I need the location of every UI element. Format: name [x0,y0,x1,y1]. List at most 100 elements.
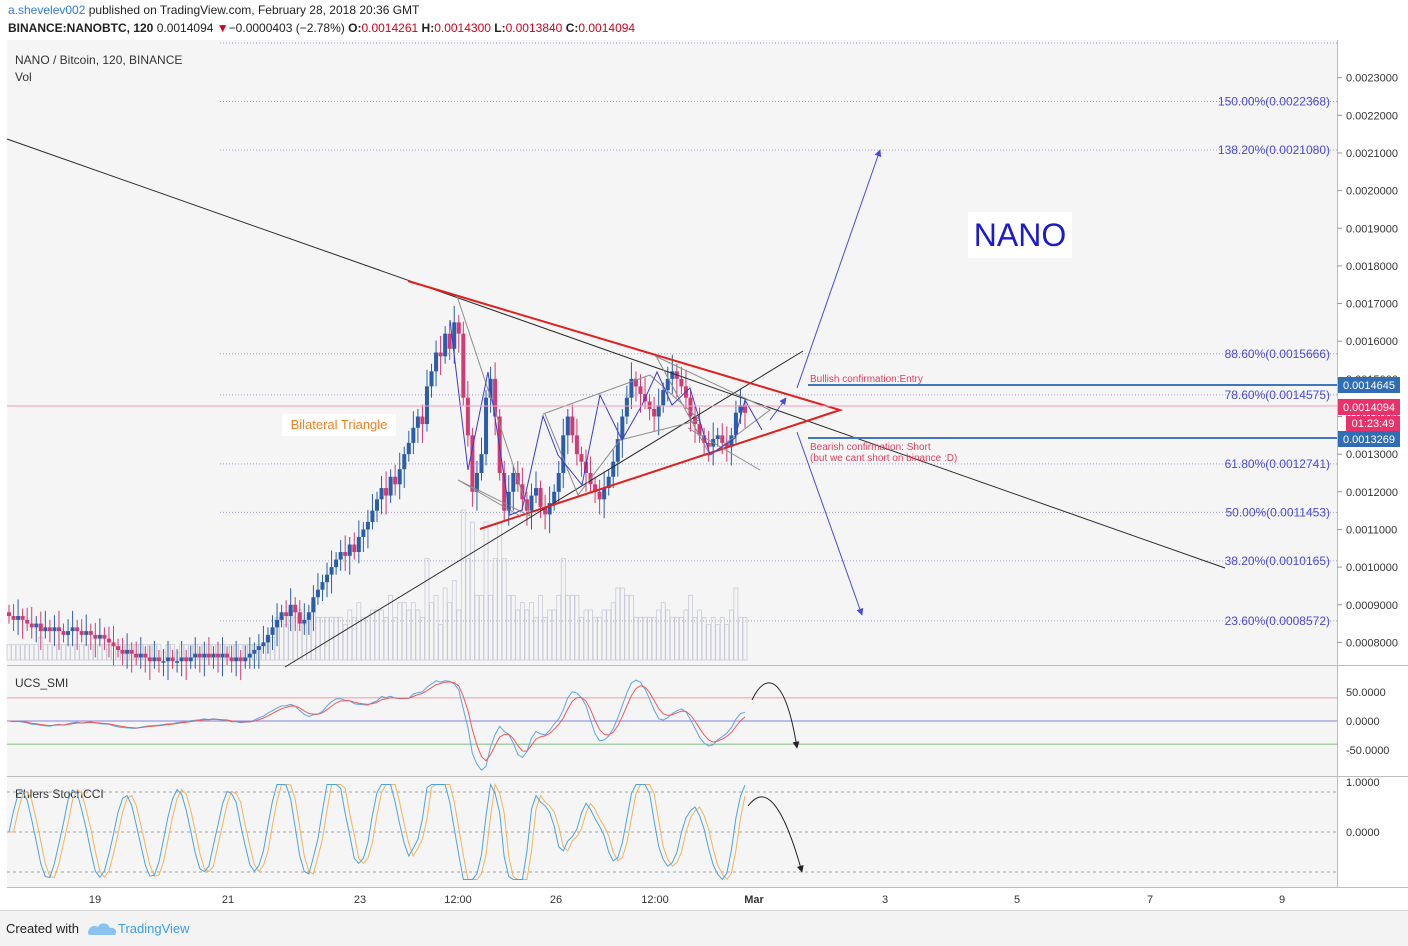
tradingview-link[interactable]: TradingView [118,921,190,936]
x-tick-label: 9 [1279,894,1285,906]
y-tick-label: 0.0017000 [1346,299,1398,311]
volume-bar [510,594,516,661]
candle-body [188,657,193,662]
candle-body [325,574,330,583]
volume-bar [365,616,371,661]
candle-body [211,653,216,658]
volume-bar [715,624,721,661]
price-axis[interactable]: 0.0023000 0.0022000 0.0021000 0.0020000 0.00… [1337,73,1398,839]
open-label: O: [348,21,362,35]
cci-lines [7,782,1337,881]
pattern-lines[interactable] [542,374,702,496]
candle-body [620,416,625,440]
symbol-label: BINANCE:NANOBTC, 120 [8,21,154,35]
bearish-target-arrow[interactable] [796,431,864,616]
entry-price-tag-text: 0.0014645 [1343,380,1395,392]
wave-arrow[interactable] [769,397,787,421]
candle-body [524,499,529,511]
candle-body [724,442,729,447]
candle-body [697,424,702,436]
volume-bar [560,558,566,661]
smi-tick-label: -50.0000 [1346,745,1389,757]
candle-body [438,352,443,357]
candle-body [529,495,534,511]
x-tick-label: 26 [550,894,562,906]
descending-trendline[interactable] [6,138,1226,569]
candle-body [615,439,620,462]
volume-bar [442,587,448,661]
volume-bar [347,609,353,661]
short-price-tag: 0.0013269 [1338,431,1400,447]
volume-bar [629,594,634,661]
y-tick-label: 0.0012000 [1346,487,1398,499]
candle-body [461,333,466,398]
candle-body [447,333,452,349]
bilateral-triangle[interactable] [407,280,844,530]
volume-bar [619,587,625,661]
triangle-label-box [282,414,396,436]
volume-bar [333,616,339,661]
ascending-trendline[interactable] [284,350,804,668]
volume-bar [706,624,712,661]
volume-bar [447,602,453,661]
volume-bar [465,558,471,661]
pattern-lines[interactable] [687,427,761,471]
price-pane[interactable] [7,40,1337,665]
time-axis[interactable] [0,888,1408,910]
y-tick-label: 0.0018000 [1346,261,1398,273]
x-tick-label: 23 [354,894,366,906]
candle-body [311,597,316,613]
volume-bar [397,602,403,661]
x-tick-label: 5 [1014,894,1020,906]
volume-bar [583,609,589,661]
volume-bar [569,594,575,661]
cci-pane[interactable] [7,777,1337,887]
candle-body [247,653,252,658]
drawings[interactable]: NANO Bilateral Triangle Bullish confirma… [6,53,1337,801]
volume-bar [656,609,662,661]
candle-body [638,386,643,394]
fib-level-label: 138.20%(0.0021080) [1218,143,1330,157]
candle-body [506,491,511,511]
wave-path[interactable] [449,319,763,516]
smi-forecast-arrow[interactable] [751,682,800,749]
volume-bar [47,644,53,661]
volume-bar [329,616,334,661]
nano-label-box [968,212,1072,258]
volume-bar [492,558,498,661]
x-tick-label: 7 [1147,894,1153,906]
candle-body [70,627,75,632]
candle-body [252,649,257,654]
last-price-tag: 0.0014094 01:23:49 [1338,399,1400,431]
publish-text: published on TradingView.com, February 2… [85,3,420,17]
candle-body [29,623,34,628]
candle-body [384,488,389,496]
candle-body [284,612,289,617]
volume-bar [61,644,66,661]
candle-body [156,657,161,662]
author-link[interactable]: a.shevelev002 [8,3,86,17]
bullish-target-arrow[interactable] [796,149,882,389]
candle-body [329,567,334,575]
cci-forecast-arrow[interactable] [747,796,804,873]
y-tick-label: 0.0019000 [1346,223,1398,235]
triangle-label: Bilateral Triangle [291,417,388,432]
candle-body [38,623,43,632]
candle-body [166,657,171,662]
volume-bar [324,616,330,661]
x-tick-label: Mar [744,894,764,906]
candle-body [452,322,457,349]
candle-body [356,536,361,553]
candle-body [379,488,384,500]
candle-body [465,397,470,436]
volume-bar [388,594,394,661]
candle-body [256,646,261,650]
candle-body [270,627,275,635]
volume-bar [574,594,580,661]
candle-body [234,657,239,662]
tradingview-logo-icon[interactable] [88,919,208,939]
candle-body [161,661,166,663]
chart-canvas[interactable]: 150.00%(0.0022368) 138.20%(0.0021080) 88.6… [0,0,1408,910]
candle-body [552,491,557,504]
volume-bar [515,609,521,661]
